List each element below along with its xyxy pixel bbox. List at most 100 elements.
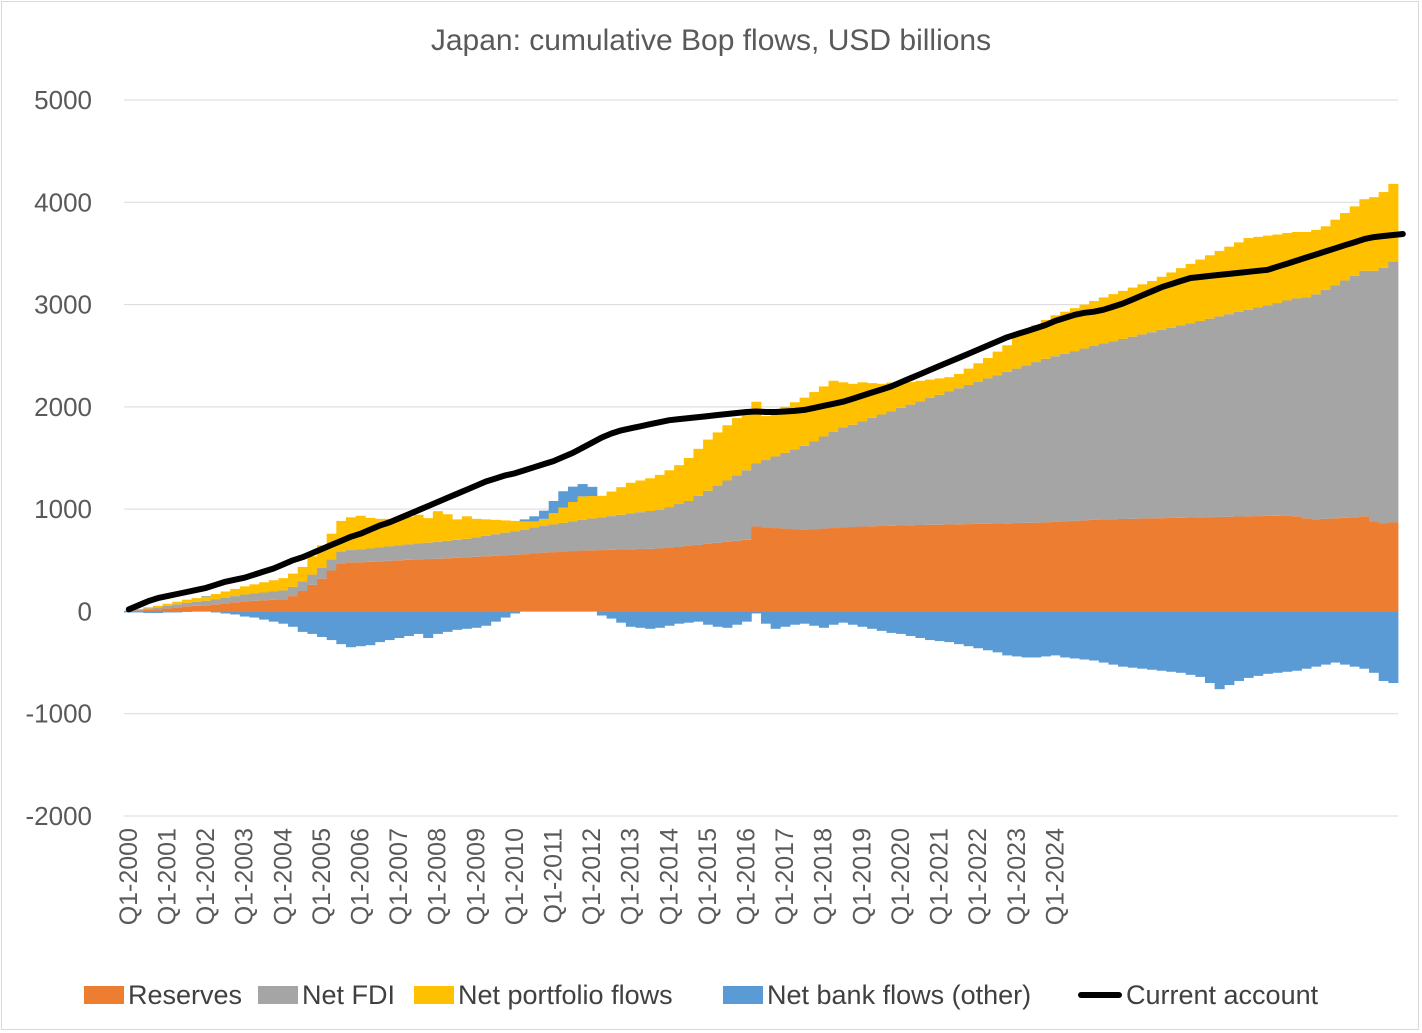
column-segment-net-portfolio-flows [789, 402, 801, 450]
column-segment-net-fdi [548, 524, 559, 553]
column-segment-reserves [133, 610, 144, 612]
column-segment-reserves [201, 605, 212, 612]
column-segment-net-fdi [345, 550, 357, 563]
y-tick-label: 4000 [34, 187, 92, 217]
column-segment-reserves [1272, 515, 1283, 612]
column-segment-net-portfolio-flows [143, 607, 154, 609]
column-segment-net-portfolio-flows [461, 516, 472, 539]
column-segment-net-fdi [220, 597, 231, 604]
column-segment-net-fdi [1040, 358, 1051, 523]
column-segment-net-bank-flows-other- [703, 611, 714, 625]
column-segment-net-bank-flows-other- [674, 611, 685, 624]
column-segment-reserves [288, 596, 299, 612]
x-tick-label: Q1-2022 [964, 828, 992, 925]
column-segment-net-portfolio-flows [818, 386, 829, 437]
column-segment-net-fdi [1069, 351, 1080, 521]
column-segment-net-fdi [751, 463, 762, 527]
column-segment-reserves [654, 548, 665, 612]
column-segment-reserves [567, 551, 579, 612]
column-segment-net-bank-flows-other- [1224, 611, 1235, 686]
column-segment-net-fdi [1127, 336, 1138, 519]
column-segment-net-bank-flows-other- [818, 611, 829, 628]
column-segment-net-bank-flows-other- [481, 611, 492, 626]
column-segment-net-bank-flows-other- [722, 611, 733, 628]
column-segment-reserves [172, 607, 183, 612]
column-segment-net-fdi [780, 452, 791, 529]
column-segment-net-fdi [1330, 285, 1341, 519]
column-segment-net-fdi [336, 551, 347, 564]
column-segment-reserves [789, 529, 801, 612]
column-segment-reserves [1069, 520, 1080, 612]
legend-label-reserves: Reserves [128, 979, 243, 1010]
column-segment-reserves [780, 528, 791, 612]
y-tick-label: 2000 [34, 392, 92, 422]
column-segment-net-portfolio-flows [1060, 311, 1071, 354]
column-segment-net-fdi [500, 532, 511, 556]
legend-item-reserves: Reserves [84, 975, 242, 1015]
legend-label-net-bank-flows: Net bank flows (other) [767, 979, 1032, 1010]
column-segment-reserves [645, 548, 656, 612]
column-segment-net-bank-flows-other- [683, 611, 694, 623]
column-segment-net-fdi [886, 411, 897, 526]
column-segment-net-bank-flows-other- [1282, 611, 1293, 672]
column-segment-net-fdi [461, 538, 472, 558]
column-segment-net-bank-flows-other- [1253, 611, 1264, 676]
column-segment-reserves [1311, 519, 1322, 612]
column-segment-net-portfolio-flows [944, 377, 955, 392]
column-segment-reserves [915, 524, 926, 612]
column-segment-net-fdi [1224, 314, 1235, 517]
column-segment-net-fdi [944, 391, 955, 525]
column-segment-reserves [751, 526, 762, 612]
column-segment-net-portfolio-flows [268, 580, 279, 592]
legend-swatch-reserves [84, 986, 124, 1004]
x-tick-label: Q1-2012 [578, 828, 606, 925]
column-segment-net-bank-flows-other- [1185, 611, 1196, 675]
column-segment-net-bank-flows-other- [577, 484, 588, 497]
column-segment-net-bank-flows-other- [905, 611, 916, 636]
column-segment-net-bank-flows-other- [1320, 611, 1331, 665]
column-segment-net-fdi [799, 445, 810, 530]
column-segment-net-bank-flows-other- [732, 611, 743, 625]
column-segment-net-portfolio-flows [722, 425, 733, 481]
column-segment-net-fdi [1156, 329, 1167, 519]
legend-swatch-net-bank-flows [723, 986, 763, 1004]
column-segment-net-portfolio-flows [712, 432, 723, 486]
column-segment-net-bank-flows-other- [867, 611, 878, 629]
column-segment-net-bank-flows-other- [162, 611, 173, 613]
column-segment-net-portfolio-flows [693, 448, 704, 496]
column-segment-net-bank-flows-other- [317, 611, 328, 637]
column-segment-net-fdi [1282, 300, 1293, 516]
column-segment-net-bank-flows-other- [886, 611, 897, 633]
column-segment-net-bank-flows-other- [712, 611, 723, 627]
column-segment-net-bank-flows-other- [954, 611, 965, 645]
column-segment-net-bank-flows-other- [403, 611, 414, 636]
column-segment-net-portfolio-flows [857, 382, 868, 422]
column-segment-net-portfolio-flows [703, 439, 714, 491]
column-segment-net-fdi [1369, 270, 1380, 522]
column-segment-reserves [259, 600, 270, 612]
column-segment-net-portfolio-flows [374, 518, 385, 548]
column-segment-net-fdi [828, 431, 839, 529]
column-segment-net-fdi [317, 567, 328, 579]
column-segment-net-fdi [683, 500, 694, 546]
legend-swatch-net-portfolio-flows [414, 986, 454, 1004]
column-segment-net-fdi [1272, 303, 1283, 516]
column-segment-reserves [432, 558, 443, 612]
legend-item-net-bank-flows: Net bank flows (other) [723, 975, 1031, 1015]
column-segment-reserves [365, 561, 376, 612]
x-tick-label: Q1-2001 [153, 828, 181, 925]
column-segment-reserves [1369, 521, 1380, 612]
column-segment-net-portfolio-flows [1185, 263, 1196, 324]
column-segment-net-fdi [847, 424, 858, 528]
column-segment-net-bank-flows-other- [809, 611, 820, 626]
column-segment-reserves [925, 524, 936, 612]
column-segment-net-portfolio-flows [896, 381, 907, 408]
column-segment-net-bank-flows-other- [606, 611, 617, 619]
column-segment-net-bank-flows-other- [1156, 611, 1167, 671]
column-segment-net-bank-flows-other- [654, 611, 665, 628]
column-segment-net-fdi [326, 559, 337, 571]
column-segment-reserves [1147, 518, 1158, 612]
y-tick-label: -2000 [26, 801, 93, 831]
column-segment-net-bank-flows-other- [307, 611, 318, 634]
column-segment-reserves [1224, 516, 1235, 612]
